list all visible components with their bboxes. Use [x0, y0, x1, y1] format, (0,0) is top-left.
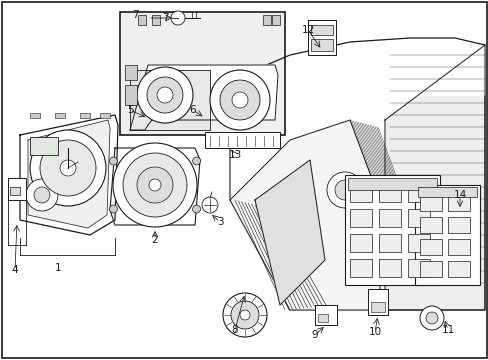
Bar: [347, 178, 436, 190]
Text: 4: 4: [12, 265, 18, 275]
Bar: [317, 314, 327, 322]
Bar: [10, 187, 20, 195]
Bar: [378, 259, 400, 277]
Bar: [419, 261, 441, 277]
Polygon shape: [229, 38, 484, 95]
Bar: [314, 305, 336, 325]
Polygon shape: [130, 65, 278, 130]
Text: 7: 7: [131, 10, 138, 20]
Bar: [349, 234, 371, 252]
Polygon shape: [384, 45, 484, 310]
Circle shape: [137, 67, 193, 123]
Bar: [419, 217, 441, 233]
Text: 8: 8: [231, 325, 238, 335]
Bar: [407, 234, 429, 252]
Bar: [271, 15, 280, 25]
Circle shape: [147, 77, 183, 113]
Bar: [307, 20, 335, 55]
Circle shape: [240, 310, 249, 320]
Circle shape: [60, 160, 76, 176]
Circle shape: [34, 187, 50, 203]
Text: 11: 11: [441, 325, 454, 335]
Circle shape: [220, 80, 260, 120]
Bar: [120, 12, 285, 135]
Bar: [138, 15, 146, 25]
Bar: [447, 217, 469, 233]
Bar: [378, 184, 400, 202]
Text: 6: 6: [189, 105, 196, 115]
Bar: [419, 239, 441, 255]
Bar: [125, 65, 137, 80]
Bar: [30, 137, 58, 155]
Text: 7: 7: [162, 13, 168, 23]
Bar: [370, 302, 384, 312]
Text: 1: 1: [55, 263, 61, 273]
Polygon shape: [254, 160, 325, 305]
Bar: [378, 209, 400, 227]
Bar: [419, 195, 441, 211]
Circle shape: [149, 179, 161, 191]
Polygon shape: [28, 120, 110, 228]
Bar: [55, 113, 65, 118]
Bar: [349, 259, 371, 277]
Polygon shape: [229, 45, 484, 310]
Text: 2: 2: [151, 235, 158, 245]
Circle shape: [157, 87, 173, 103]
Circle shape: [209, 70, 269, 130]
Circle shape: [334, 180, 354, 200]
Circle shape: [192, 205, 200, 213]
Polygon shape: [130, 70, 209, 130]
Circle shape: [123, 153, 186, 217]
Text: 12: 12: [301, 25, 314, 35]
Bar: [310, 25, 332, 35]
Bar: [367, 289, 387, 315]
Bar: [447, 239, 469, 255]
Circle shape: [231, 92, 247, 108]
Circle shape: [202, 197, 218, 213]
Bar: [407, 259, 429, 277]
Bar: [30, 113, 40, 118]
Bar: [407, 209, 429, 227]
Bar: [447, 261, 469, 277]
Circle shape: [419, 306, 443, 330]
Bar: [80, 113, 90, 118]
Bar: [447, 195, 469, 211]
Circle shape: [113, 143, 197, 227]
Circle shape: [326, 172, 362, 208]
Bar: [100, 113, 110, 118]
Text: 3: 3: [216, 217, 223, 227]
Circle shape: [40, 140, 96, 196]
Polygon shape: [20, 115, 118, 235]
Bar: [152, 15, 160, 25]
Bar: [349, 209, 371, 227]
Text: 5: 5: [126, 105, 133, 115]
Circle shape: [230, 301, 259, 329]
Bar: [125, 85, 137, 105]
Bar: [414, 185, 479, 285]
Circle shape: [30, 130, 106, 206]
Text: 9: 9: [311, 330, 318, 340]
Bar: [263, 15, 270, 25]
Circle shape: [137, 167, 173, 203]
Circle shape: [109, 157, 117, 165]
Bar: [407, 184, 429, 202]
Circle shape: [171, 11, 184, 25]
Bar: [310, 39, 332, 51]
Bar: [204, 132, 280, 148]
Circle shape: [425, 312, 437, 324]
Text: 10: 10: [367, 327, 381, 337]
Bar: [417, 187, 476, 197]
Text: 14: 14: [452, 190, 466, 200]
Text: 13: 13: [228, 150, 241, 160]
Bar: [378, 234, 400, 252]
Bar: [345, 175, 439, 285]
Circle shape: [109, 205, 117, 213]
Circle shape: [26, 179, 58, 211]
Circle shape: [192, 157, 200, 165]
Bar: [8, 178, 26, 200]
Polygon shape: [110, 148, 200, 225]
Polygon shape: [229, 120, 379, 310]
Circle shape: [223, 293, 266, 337]
Bar: [349, 184, 371, 202]
